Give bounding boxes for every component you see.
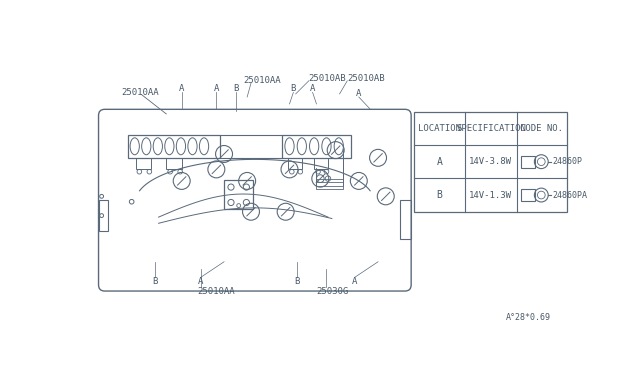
Text: B: B [291,84,296,93]
Text: A: A [310,84,316,93]
Bar [521,155,535,168]
Text: B: B [294,276,300,286]
Bar [166,158,182,169]
Text: B: B [233,84,238,93]
Text: 25030G: 25030G [316,286,349,295]
Text: 24860PA: 24860PA [553,190,588,199]
Bar [401,200,411,239]
Text: A: A [356,89,362,99]
Bar [224,180,253,209]
Text: B: B [436,190,443,200]
Bar [128,135,220,158]
Text: 25010AB: 25010AB [308,74,346,83]
Text: 14V-1.3W: 14V-1.3W [469,190,513,199]
Text: 24860P: 24860P [553,157,583,166]
Text: A: A [198,276,204,286]
Text: 25010AB: 25010AB [348,74,385,83]
Text: SPECIFICATION: SPECIFICATION [456,124,526,133]
Text: A: A [179,84,184,93]
Bar [282,135,351,158]
Text: A: A [214,84,219,93]
Text: 25010AA: 25010AA [122,88,159,97]
Text: A: A [352,276,358,286]
Text: 14V-3.8W: 14V-3.8W [469,157,513,166]
Text: B: B [152,276,157,286]
Text: 25010AA: 25010AA [197,286,235,295]
Bar [414,112,566,212]
Text: LOCATION: LOCATION [418,124,461,133]
Bar [521,189,535,201]
Bar [288,158,302,169]
Text: A°28*0.69: A°28*0.69 [506,313,550,322]
Bar [136,158,151,169]
Text: 25010AA: 25010AA [243,76,281,85]
Text: A: A [436,157,443,167]
Bar [99,200,108,231]
Text: CODE NO.: CODE NO. [520,124,563,133]
Bar [314,158,328,169]
